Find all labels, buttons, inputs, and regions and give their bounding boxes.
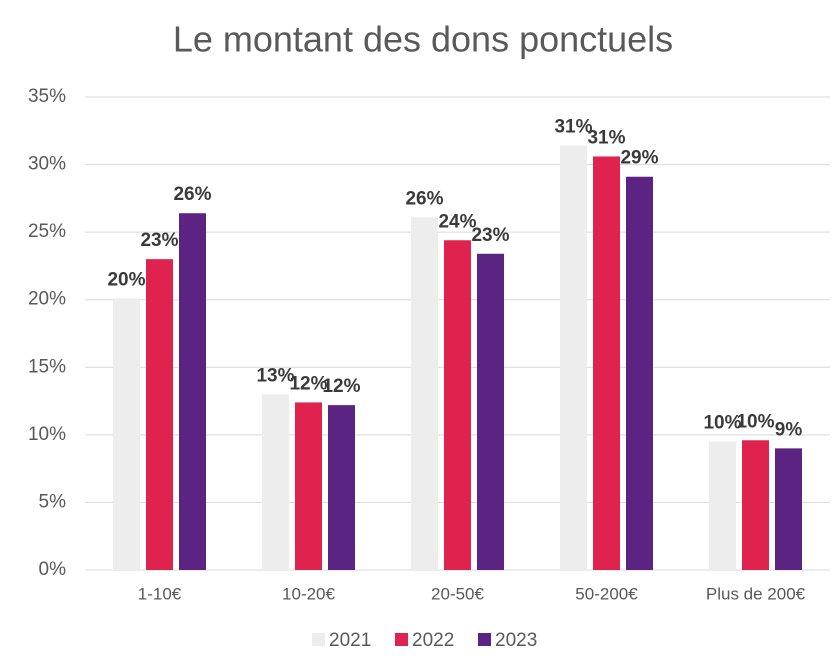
y-tick-label: 5%: [39, 491, 67, 512]
value-label: 10%: [703, 413, 741, 434]
y-tick-label: 25%: [28, 221, 66, 242]
bar: [113, 298, 140, 570]
legend-label: 2021: [329, 630, 371, 651]
y-tick-label: 20%: [28, 289, 66, 310]
x-tick-label: 10-20€: [282, 584, 335, 603]
y-tick-label: 35%: [28, 86, 66, 107]
value-label: 26%: [405, 188, 443, 209]
bar: [328, 405, 355, 570]
y-tick-label: 0%: [39, 559, 67, 580]
value-label: 9%: [775, 419, 803, 440]
bar: [477, 253, 504, 570]
legend-label: 2022: [412, 630, 454, 651]
bar: [775, 448, 802, 570]
bar: [626, 176, 653, 570]
x-tick-label: 20-50€: [431, 584, 484, 603]
bar: [444, 240, 471, 570]
bar: [295, 402, 322, 570]
legend-swatch: [312, 633, 325, 646]
y-tick-label: 30%: [28, 154, 66, 175]
bar: [262, 394, 289, 570]
y-tick-label: 15%: [28, 356, 66, 377]
bar: [179, 213, 206, 571]
legend-swatch: [478, 633, 491, 646]
value-label: 29%: [620, 148, 658, 169]
x-tick-label: 50-200€: [575, 584, 638, 603]
value-label: 12%: [322, 376, 360, 397]
value-label: 26%: [173, 184, 211, 205]
value-label: 23%: [140, 230, 178, 251]
bar: [560, 145, 587, 570]
value-label: 31%: [554, 117, 592, 138]
bar: [709, 441, 736, 570]
x-tick-label: 1-10€: [138, 584, 182, 603]
bar: [411, 217, 438, 570]
value-label: 31%: [587, 127, 625, 148]
value-label: 23%: [471, 225, 509, 246]
legend-label: 2023: [495, 630, 537, 651]
value-label: 24%: [438, 211, 476, 232]
bar: [593, 156, 620, 570]
chart-title: Le montant des dons ponctuels: [173, 19, 673, 60]
bar: [742, 440, 769, 570]
value-label: 20%: [107, 269, 145, 290]
bar: [146, 259, 173, 570]
value-label: 10%: [736, 411, 774, 432]
value-label: 13%: [256, 365, 294, 386]
value-label: 12%: [289, 373, 327, 394]
legend-swatch: [395, 633, 408, 646]
y-tick-label: 10%: [28, 424, 66, 445]
x-tick-label: Plus de 200€: [706, 584, 806, 603]
